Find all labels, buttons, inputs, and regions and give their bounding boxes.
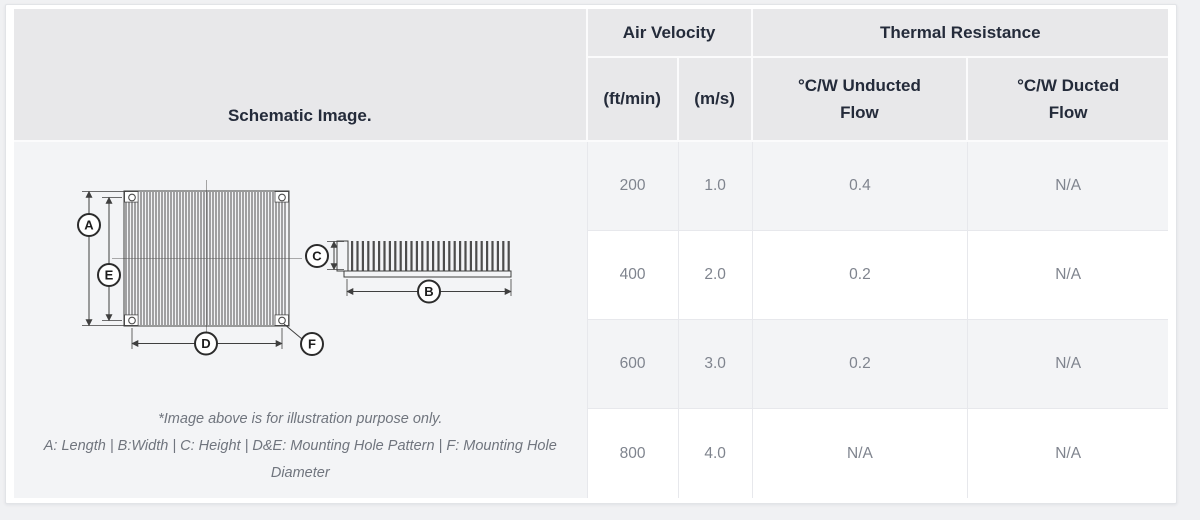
svg-text:B: B (425, 284, 434, 299)
dim-label-f: F (300, 332, 325, 356)
cell-ducted: N/A (968, 409, 1168, 498)
base-plate (343, 270, 512, 278)
heatsink-schematic-drawing: A E D F (77, 180, 512, 356)
dim-c-lines (327, 240, 345, 271)
heatsink-body-outline (123, 190, 290, 327)
col-header-unducted-label: °C/W Unducted Flow (797, 75, 921, 122)
col-header-ducted: °C/W Ducted Flow (968, 58, 1168, 142)
cell-unducted: 0.4 (752, 142, 969, 231)
table-row: A E D F (14, 142, 1168, 498)
cell-ft-min: 800 (587, 409, 679, 498)
col-header-m-s: (m/s) (678, 58, 753, 142)
col-header-ft-min: (ft/min) (587, 58, 679, 142)
schematic-caption: *Image above is for illustration purpose… (14, 406, 587, 486)
cell-ducted: N/A (968, 231, 1168, 320)
top-view (82, 180, 303, 349)
table-row: 800 4.0 N/A N/A (14, 409, 1168, 498)
svg-text:A: A (85, 218, 95, 233)
thermal-resistance-group-header: Thermal Resistance (752, 9, 1168, 58)
dim-label-d: D (194, 331, 219, 356)
cell-ducted: N/A (968, 320, 1168, 409)
cell-m-s: 1.0 (678, 142, 753, 231)
caption-line1: *Image above is for illustration purpose… (158, 411, 443, 427)
cell-m-s: 3.0 (678, 320, 753, 409)
cell-ducted: N/A (968, 142, 1168, 231)
svg-text:F: F (308, 337, 316, 352)
col-header-unducted: °C/W Unducted Flow (752, 58, 969, 142)
col-header-ducted-label: °C/W Ducted Flow (1017, 75, 1120, 122)
svg-text:E: E (105, 268, 114, 283)
cell-m-s: 4.0 (678, 409, 753, 498)
dim-label-b: B (417, 279, 442, 304)
side-view-fins (351, 241, 511, 271)
air-velocity-group-header: Air Velocity (587, 9, 753, 58)
dim-e-lines (102, 196, 123, 322)
cell-ft-min: 400 (587, 231, 679, 320)
schematic-column-header: Schematic Image. (14, 9, 588, 142)
spec-table: Schematic Image. Air Velocity Thermal Re… (14, 9, 1168, 498)
svg-text:C: C (313, 249, 323, 264)
schematic-cell: A E D F (14, 142, 588, 498)
side-end-block (336, 240, 349, 272)
dim-labels: A E D F (77, 213, 442, 356)
header-row-units: (ft/min) (m/s) °C/W Unducted Flow °C/W D… (14, 58, 1168, 142)
dim-label-c: C (305, 244, 330, 268)
dim-f-leader (283, 323, 303, 340)
cell-m-s: 2.0 (678, 231, 753, 320)
cell-ft-min: 600 (587, 320, 679, 409)
cell-unducted: 0.2 (752, 231, 969, 320)
dim-label-a: A (77, 213, 102, 237)
spec-table-card: Schematic Image. Air Velocity Thermal Re… (5, 4, 1177, 504)
cell-unducted: N/A (752, 409, 969, 498)
dim-label-e: E (97, 263, 122, 287)
side-view (327, 240, 512, 296)
caption-line2: A: Length | B:Width | C: Height | D&E: M… (43, 437, 557, 481)
svg-text:D: D (202, 336, 211, 351)
header-row-groups: Schematic Image. Air Velocity Thermal Re… (14, 9, 1168, 142)
mounting-holes (128, 193, 287, 325)
table-row: 400 2.0 0.2 N/A (14, 231, 1168, 320)
top-view-fins (125, 192, 286, 325)
cell-ft-min: 200 (587, 142, 679, 231)
table-row: 600 3.0 0.2 N/A (14, 320, 1168, 409)
cell-unducted: 0.2 (752, 320, 969, 409)
